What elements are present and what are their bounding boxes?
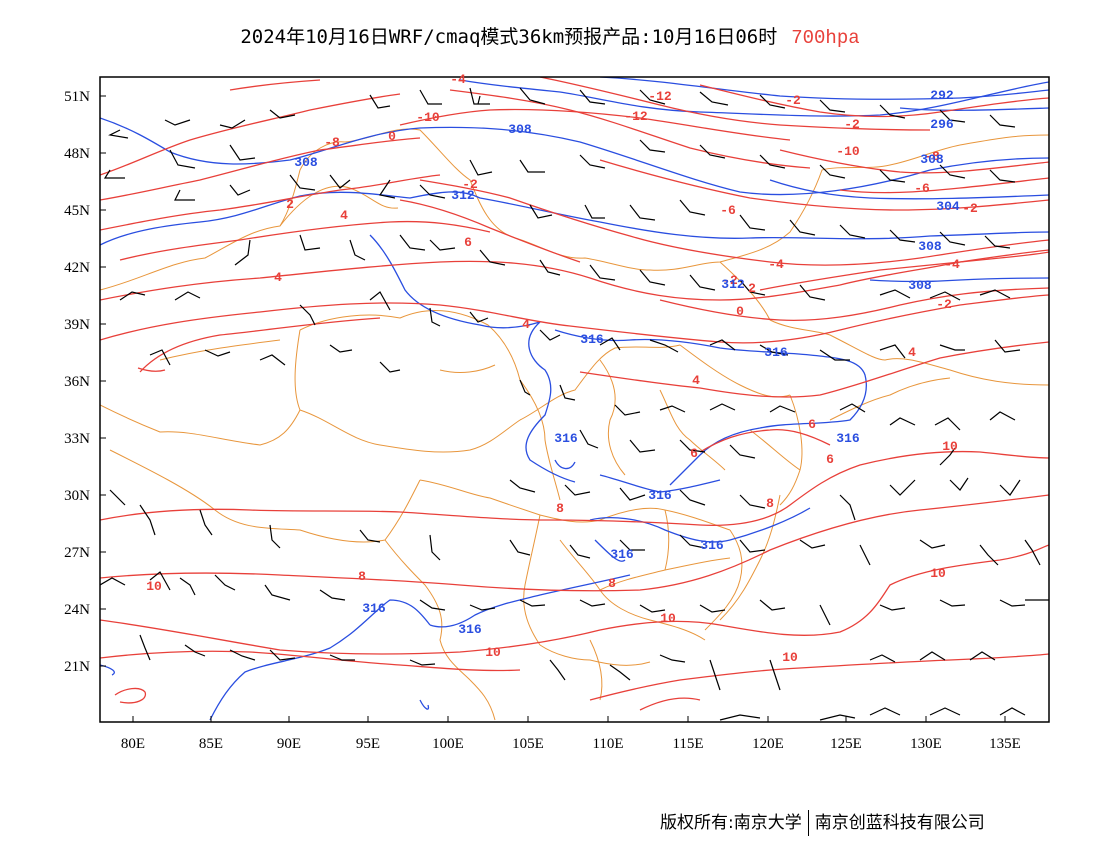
copyright-separator [807,810,809,836]
lon-tick-label: 80E [121,736,145,752]
lon-tick-label: 95E [356,736,380,752]
lon-tick-label: 110E [592,736,623,752]
temperature-label: -4 [768,257,784,272]
temperature-label: 10 [942,439,958,454]
lat-tick-label: 42N [64,260,90,276]
lat-tick-label: 48N [64,146,90,162]
longitude-axis: 80E 85E 90E 95E 100E 105E 110E 115E 120E 125E 130E… [121,716,1021,752]
temperature-label: 4 [692,373,700,388]
boundary-lines [100,128,1049,721]
geopotential-label: 316 [610,547,634,562]
temperature-label: -4 [450,72,466,87]
temperature-label: 8 [556,501,564,516]
temperature-label: 2 [748,281,756,296]
geopotential-label: 308 [918,239,942,254]
temperature-label: 10 [660,611,676,626]
geopotential-label: 316 [648,488,672,503]
geopotential-label: 308 [908,278,932,293]
temperature-label: -10 [416,110,440,125]
temperature-label: 6 [690,446,698,461]
lat-tick-label: 51N [64,89,90,105]
temperature-label: 10 [485,645,501,660]
temperature-label: -12 [648,89,672,104]
lat-tick-label: 33N [64,431,90,447]
lon-tick-label: 125E [830,736,862,752]
temperature-label: 8 [358,569,366,584]
temperature-label: 10 [146,579,162,594]
temperature-label: 4 [522,317,530,332]
lat-tick-label: 36N [64,374,90,390]
geopotential-labels: 308 308 312 292 296 308 308 304 312 308 316 316 316 3… [294,88,960,637]
lat-tick-label: 39N [64,317,90,333]
geopotential-label: 316 [764,345,788,360]
copyright-right: 南京创蓝科技有限公司 [814,813,985,833]
temperature-label: -6 [720,203,736,218]
geopotential-label: 308 [920,152,944,167]
title-pressure-level: 700hpa [791,27,860,49]
lon-tick-label: 130E [910,736,942,752]
temperature-label: -8 [924,149,940,164]
temperature-label: 6 [464,235,472,250]
copyright-line: 版权所有:南京大学 南京创蓝科技有限公司 [660,808,985,836]
temperature-label: 6 [826,452,834,467]
geopotential-label: 312 [721,277,745,292]
lat-tick-label: 45N [64,203,90,219]
copyright-left: 版权所有:南京大学 [660,813,802,833]
temperature-label: 10 [930,566,946,581]
temperature-label: -12 [624,109,648,124]
temperature-contours [100,77,1049,711]
temperature-label: -2 [785,93,801,108]
map-title: 2024年10月16日WRF/cmaq模式36km预报产品:10月16日06时 7… [0,22,1100,49]
temperature-label: 0 [736,304,744,319]
geopotential-contours [100,77,1049,721]
title-main: 2024年10月16日WRF/cmaq模式36km预报产品:10月16日06时 [240,26,778,48]
temperature-label: -2 [936,297,952,312]
geopotential-label: 316 [580,332,604,347]
latitude-axis: 51N 48N 45N 42N 39N 36N 33N 30N 27N 24N 21N [64,89,106,675]
temperature-label: -6 [914,181,930,196]
temperature-label: 4 [908,345,916,360]
temperature-label: 4 [340,208,348,223]
temperature-label: 2 [286,197,294,212]
temperature-label: -8 [324,135,340,150]
temperature-label: -4 [944,257,960,272]
geopotential-label: 316 [362,601,386,616]
lon-tick-label: 115E [672,736,703,752]
lat-tick-label: 24N [64,602,90,618]
temperature-label: 4 [274,270,282,285]
lon-tick-label: 135E [989,736,1021,752]
temperature-label: -2 [962,201,978,216]
temperature-label: -2 [722,273,738,288]
temperature-labels: -4 -12 -2 0 -10 -12 -2 -8 -10 -2 -6 2 -8 4 -2 -6 -4 4 -4 6 -… [146,72,978,665]
temperature-label: -10 [836,144,860,159]
temperature-label: -2 [462,177,478,192]
geopotential-label: 308 [508,122,532,137]
temperature-label: -2 [844,117,860,132]
geopotential-label: 308 [294,155,318,170]
lat-tick-label: 27N [64,545,90,561]
lon-tick-label: 90E [277,736,301,752]
temperature-label: 6 [808,417,816,432]
temperature-label: 8 [766,496,774,511]
wind-barbs [100,87,1049,721]
geopotential-label: 316 [458,622,482,637]
lat-tick-label: 30N [64,488,90,504]
lon-tick-label: 85E [199,736,223,752]
temperature-label: 0 [388,129,396,144]
lat-tick-label: 21N [64,659,90,675]
geopotential-label: 304 [936,199,960,214]
temperature-label: 10 [782,650,798,665]
geopotential-label: 316 [836,431,860,446]
geopotential-label: 316 [554,431,578,446]
geopotential-label: 292 [930,88,954,103]
lon-tick-label: 100E [432,736,464,752]
geopotential-label: 316 [700,538,724,553]
geopotential-label: 296 [930,117,954,132]
geopotential-label: 312 [451,188,475,203]
lon-tick-label: 120E [752,736,784,752]
plot-frame [99,76,1050,723]
lon-tick-label: 105E [512,736,544,752]
temperature-label: 8 [608,576,616,591]
